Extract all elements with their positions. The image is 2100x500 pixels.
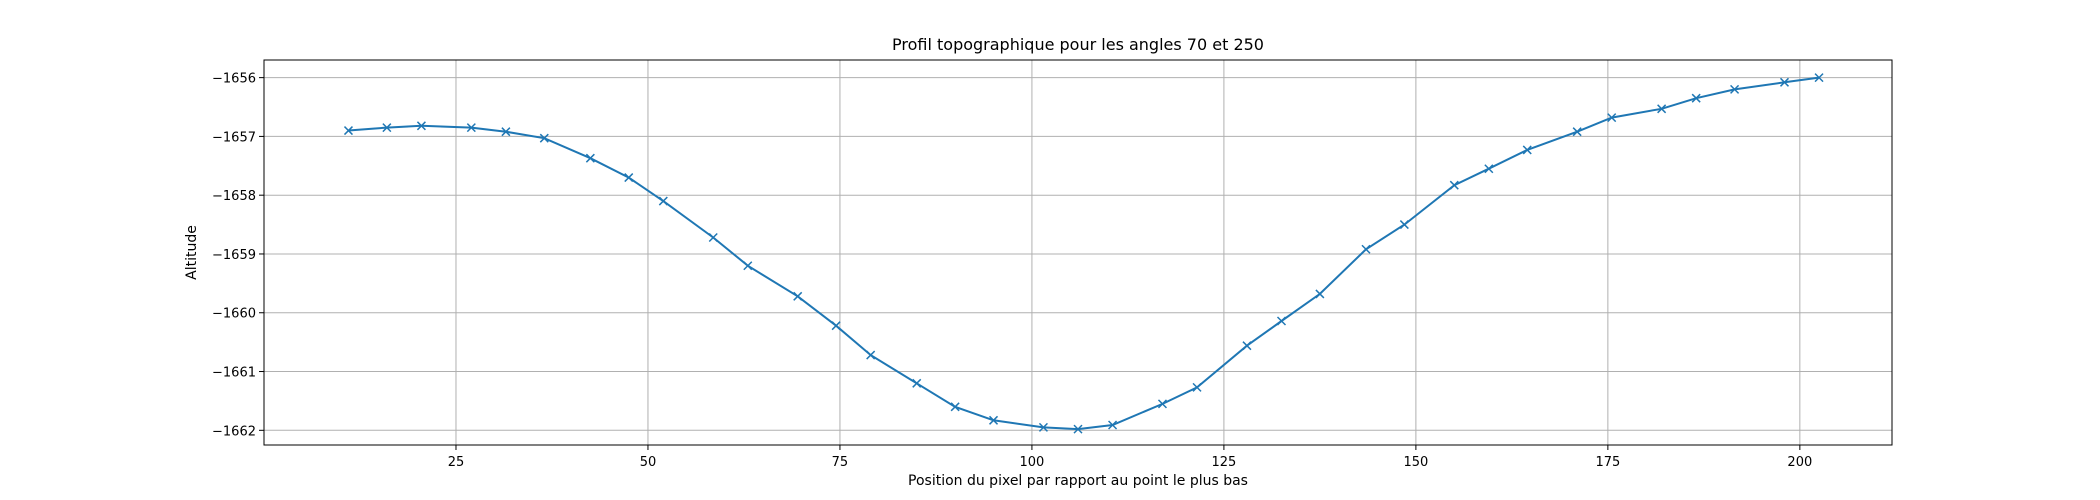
- data-point: [743, 261, 753, 271]
- ticks: 25 50 75 100 125 150 175 200 −1656 −1657 −1658 −165…: [212, 72, 1812, 470]
- x-tick-label: 125: [1211, 455, 1236, 470]
- data-point: [382, 123, 392, 133]
- x-tick-label: 25: [448, 455, 465, 470]
- data-point: [1361, 244, 1371, 254]
- data-point: [1572, 127, 1582, 137]
- data-point: [1038, 422, 1048, 432]
- data-point: [1522, 145, 1532, 155]
- data-point: [1657, 104, 1667, 114]
- y-tick-label: −1659: [212, 248, 256, 263]
- data-point: [866, 350, 876, 360]
- x-tick-label: 175: [1595, 455, 1620, 470]
- data-point: [1276, 316, 1287, 326]
- y-tick-label: −1660: [212, 307, 256, 322]
- axes-frame: [263, 59, 1893, 446]
- data-point: [1073, 424, 1083, 434]
- data-point: [501, 127, 511, 137]
- data-point: [793, 291, 803, 301]
- y-tick-label: −1657: [212, 130, 256, 145]
- data-point: [343, 126, 354, 136]
- data-point: [539, 133, 549, 143]
- x-axis-label: Position du pixel par rapport au point l…: [908, 473, 1248, 489]
- data-point: [831, 321, 841, 331]
- grid: [264, 60, 1892, 445]
- y-axis-label: Altitude: [184, 225, 200, 280]
- data-point: [416, 121, 426, 131]
- x-tick-label: 75: [832, 455, 849, 470]
- data-point: [1108, 420, 1118, 430]
- x-tick-label: 200: [1787, 455, 1812, 470]
- y-tick-label: −1661: [212, 366, 256, 381]
- data-point: [1779, 77, 1790, 87]
- chart-title: Profil topographique pour les angles 70 …: [892, 35, 1264, 54]
- data-point: [1730, 84, 1740, 94]
- data-point: [658, 196, 668, 206]
- x-tick-label: 50: [640, 455, 657, 470]
- data-point: [466, 123, 476, 133]
- y-tick-label: −1662: [212, 424, 256, 439]
- data-point: [1399, 220, 1409, 230]
- data-point: [1607, 113, 1617, 123]
- data-point: [1691, 93, 1701, 103]
- series-line: [348, 76, 1820, 431]
- data-point: [585, 153, 595, 163]
- x-tick-label: 100: [1020, 455, 1045, 470]
- data-point: [708, 232, 718, 243]
- data-point: [1449, 180, 1459, 190]
- data-point: [1814, 73, 1824, 83]
- y-tick-label: −1658: [212, 189, 256, 204]
- y-tick-label: −1656: [212, 72, 256, 87]
- data-point: [1157, 399, 1168, 409]
- data-point: [1192, 382, 1202, 392]
- series-layer: [343, 73, 1824, 434]
- data-point: [912, 378, 922, 388]
- data-point: [950, 402, 960, 412]
- data-point: [1242, 341, 1252, 351]
- data-point: [1484, 164, 1494, 174]
- data-point: [624, 173, 634, 183]
- data-point: [988, 415, 999, 425]
- data-point: [1315, 289, 1325, 299]
- x-tick-label: 150: [1403, 455, 1428, 470]
